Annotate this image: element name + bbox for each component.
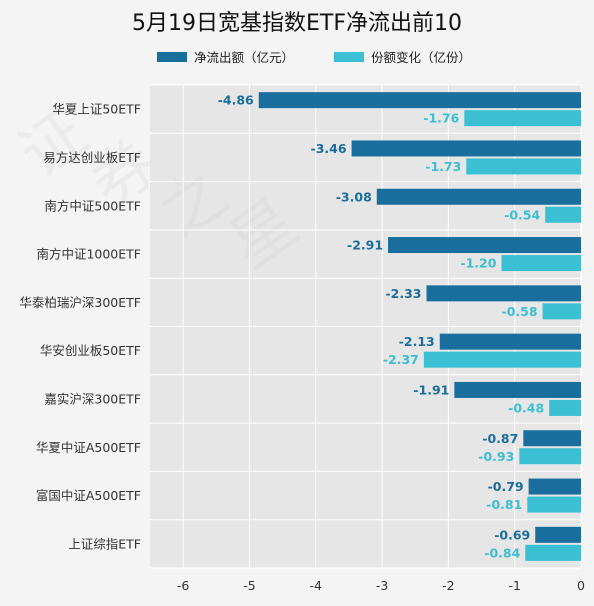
x-tick-label: -4 — [310, 578, 323, 593]
category-label: 华夏上证50ETF — [52, 102, 141, 117]
outflow-bar — [454, 381, 581, 398]
x-tick-label: 0 — [577, 578, 585, 593]
share-change-value-label: -0.84 — [484, 545, 520, 560]
share-change-value-label: -1.76 — [423, 111, 459, 126]
x-axis: -6 -5 -4 -3 -2 -1 0 — [177, 578, 585, 593]
share-change-value-label: -0.93 — [478, 449, 514, 464]
outflow-bar — [439, 333, 581, 350]
category-axis: 华夏上证50ETF 易方达创业板ETF 南方中证500ETF 南方中证1000ETF 华… — [19, 102, 141, 552]
chart-title: 5月19日宽基指数ETF净流出前10 — [132, 11, 462, 36]
legend-swatch-share-change — [334, 52, 364, 62]
category-label: 南方中证500ETF — [44, 198, 141, 213]
share-change-bar — [527, 496, 581, 513]
legend-swatch-outflow — [157, 52, 187, 62]
share-change-bar — [423, 351, 581, 368]
outflow-bar — [376, 188, 581, 205]
category-label: 南方中证1000ETF — [36, 247, 141, 262]
category-label: 华泰柏瑞沪深300ETF — [19, 295, 141, 310]
share-change-value-label: -0.48 — [508, 400, 544, 415]
share-change-value-label: -1.73 — [425, 159, 461, 174]
outflow-value-label: -0.69 — [494, 527, 530, 542]
share-change-value-label: -0.58 — [502, 304, 538, 319]
bars — [258, 92, 581, 561]
category-label: 富国中证A500ETF — [36, 488, 141, 503]
outflow-value-label: -4.86 — [218, 93, 254, 108]
outflow-value-label: -2.13 — [399, 334, 435, 349]
share-change-bar — [549, 399, 581, 416]
category-label: 华夏中证A500ETF — [36, 440, 141, 455]
x-tick-label: -6 — [177, 578, 190, 593]
share-change-bar — [501, 255, 581, 272]
share-change-value-label: -0.81 — [486, 497, 522, 512]
legend-label-share-change: 份额变化（亿份） — [371, 50, 471, 65]
outflow-bar — [535, 526, 581, 543]
data-labels: -4.86 -1.76 -3.46 -1.73 -3.08 -0.54 -2.91 -1.20… — [218, 93, 544, 561]
share-change-bar — [464, 110, 581, 127]
share-change-bar — [525, 544, 581, 561]
category-label: 华安创业板50ETF — [40, 343, 141, 358]
outflow-value-label: -1.91 — [413, 382, 449, 397]
legend-label-outflow: 净流出额（亿元） — [194, 50, 294, 65]
outflow-value-label: -0.87 — [482, 431, 518, 446]
share-change-bar — [466, 158, 581, 175]
outflow-value-label: -2.33 — [385, 286, 421, 301]
category-label: 上证综指ETF — [68, 536, 141, 551]
legend: 净流出额（亿元） 份额变化（亿份） — [157, 50, 471, 65]
share-change-bar — [519, 448, 581, 465]
x-tick-label: -5 — [243, 578, 255, 593]
outflow-bar — [388, 237, 581, 254]
outflow-bar — [351, 140, 581, 157]
outflow-bar — [528, 478, 581, 495]
share-change-bar — [542, 303, 581, 320]
share-change-value-label: -0.54 — [504, 207, 540, 222]
x-tick-label: -2 — [442, 578, 454, 593]
share-change-value-label: -2.37 — [383, 352, 419, 367]
outflow-value-label: -3.46 — [311, 141, 347, 156]
share-change-bar — [545, 206, 581, 223]
outflow-bar — [258, 92, 581, 109]
share-change-value-label: -1.20 — [460, 256, 496, 271]
category-label: 嘉实沪深300ETF — [44, 391, 141, 406]
outflow-value-label: -3.08 — [336, 189, 372, 204]
outflow-value-label: -0.79 — [488, 479, 524, 494]
outflow-bar — [426, 285, 581, 302]
outflow-value-label: -2.91 — [347, 238, 383, 253]
category-label: 易方达创业板ETF — [43, 150, 141, 165]
x-tick-label: -1 — [508, 578, 520, 593]
outflow-bar — [523, 430, 581, 447]
x-tick-label: -3 — [376, 578, 388, 593]
